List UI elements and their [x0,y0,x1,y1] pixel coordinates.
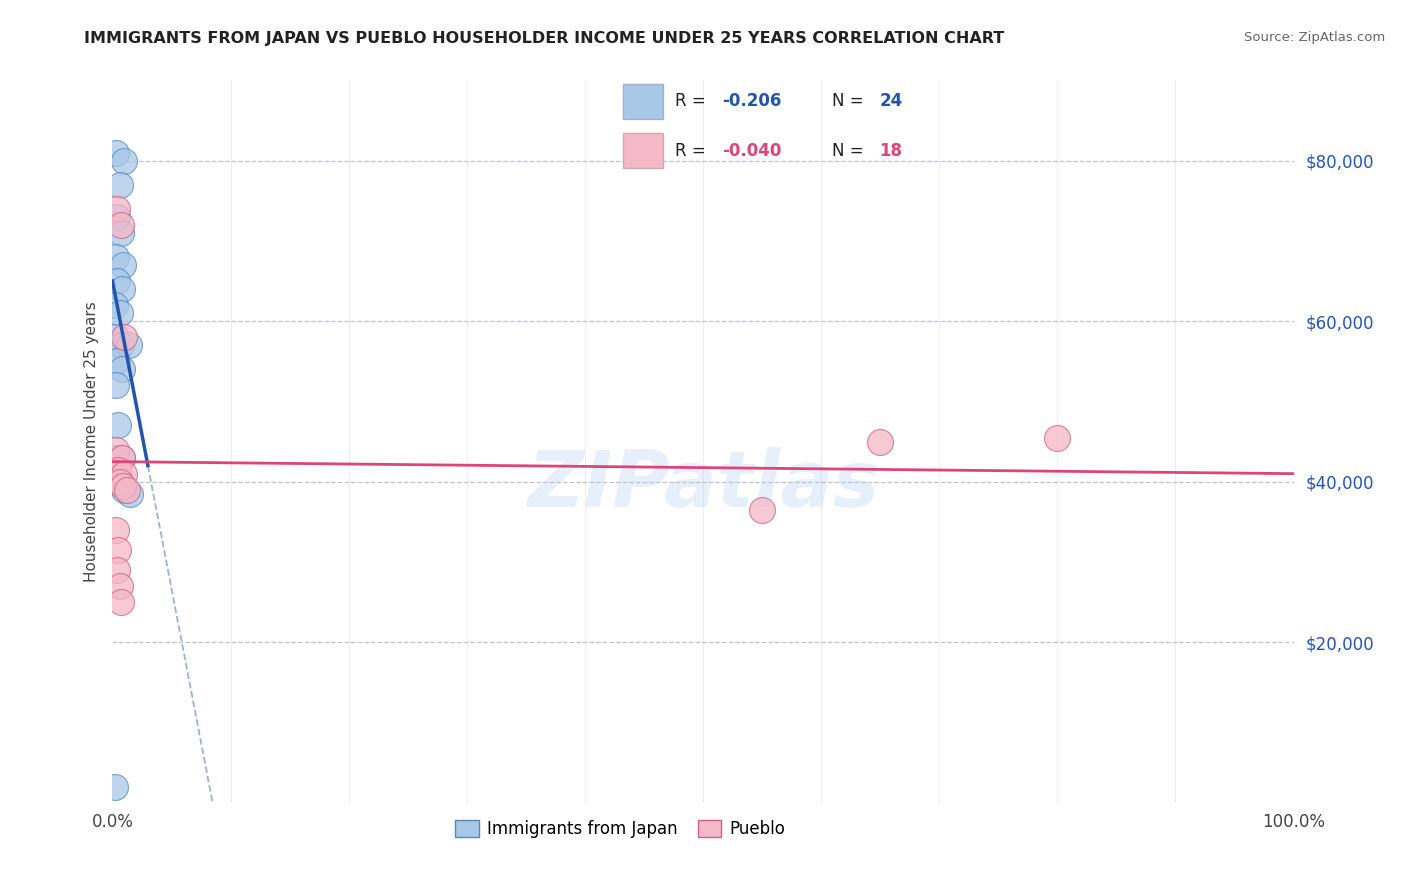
Point [111,282,134,296]
Point [110,226,132,240]
Point [112,330,135,344]
Point [104,298,127,312]
Point [105,274,128,288]
Text: Source: ZipAtlas.com: Source: ZipAtlas.com [1244,31,1385,45]
Legend: Immigrants from Japan, Pueblo: Immigrants from Japan, Pueblo [449,814,792,845]
Point [107,462,129,476]
Point [751,502,773,516]
Y-axis label: Householder Income Under 25 years: Householder Income Under 25 years [83,301,98,582]
Point [112,467,135,481]
Point [105,450,128,465]
Point [105,523,128,537]
Point [105,330,128,344]
Point [105,563,128,577]
Text: IMMIGRANTS FROM JAPAN VS PUEBLO HOUSEHOLDER INCOME UNDER 25 YEARS CORRELATION CH: IMMIGRANTS FROM JAPAN VS PUEBLO HOUSEHOL… [84,31,1005,46]
Point [118,338,141,352]
Text: N =: N = [832,142,869,160]
Point [111,450,134,465]
Point [112,258,135,272]
Point [105,202,128,216]
Text: -0.206: -0.206 [721,93,782,111]
Point [108,178,131,192]
Text: 24: 24 [879,93,903,111]
Point [1046,430,1069,444]
Point [105,210,128,224]
Text: R =: R = [675,93,710,111]
Bar [623,84,662,119]
Point [869,434,891,449]
Point [110,218,132,232]
Text: -0.040: -0.040 [721,142,782,160]
Point [108,475,131,489]
Point [105,250,128,264]
Point [107,467,129,481]
Bar [623,133,662,168]
Point [115,483,138,497]
Point [112,478,135,492]
Point [105,145,128,160]
Point [111,450,134,465]
Point [108,579,131,593]
Point [108,306,131,320]
Point [120,486,142,500]
Text: N =: N = [832,93,869,111]
Text: ZIPatlas: ZIPatlas [527,447,879,523]
Text: R =: R = [675,142,710,160]
Point [112,153,135,168]
Point [110,338,132,352]
Point [112,483,135,497]
Point [111,362,134,376]
Point [107,418,129,433]
Text: 18: 18 [879,142,903,160]
Point [110,595,132,609]
Point [104,780,127,794]
Point [105,354,128,368]
Point [105,378,128,392]
Point [107,542,129,557]
Point [105,442,128,457]
